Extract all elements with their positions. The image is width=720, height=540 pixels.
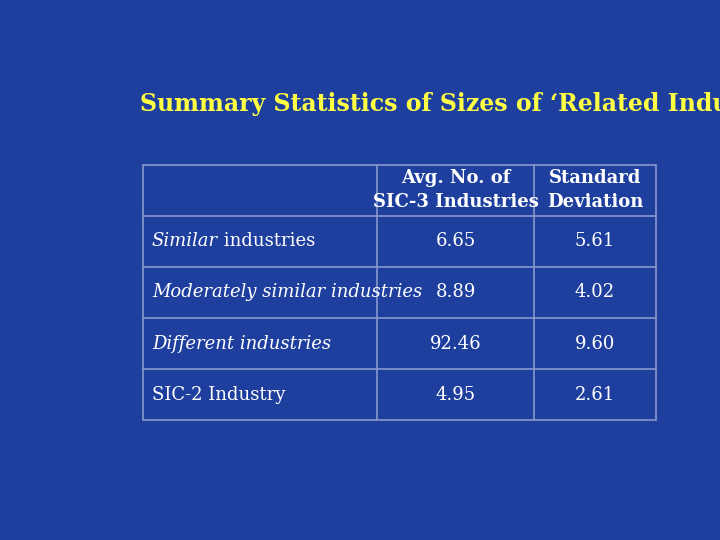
Text: Moderately similar industries: Moderately similar industries xyxy=(152,284,422,301)
Bar xyxy=(143,165,657,420)
Text: Avg. No. of
SIC-3 Industries: Avg. No. of SIC-3 Industries xyxy=(372,170,539,211)
Text: 8.89: 8.89 xyxy=(436,284,476,301)
Text: 9.60: 9.60 xyxy=(575,335,615,353)
Text: Similar: Similar xyxy=(152,232,218,251)
Text: 4.95: 4.95 xyxy=(436,386,475,404)
Text: industries: industries xyxy=(218,232,315,251)
Text: 2.61: 2.61 xyxy=(575,386,615,404)
Text: 92.46: 92.46 xyxy=(430,335,481,353)
Text: SIC-2 Industry: SIC-2 Industry xyxy=(152,386,285,404)
Text: 4.02: 4.02 xyxy=(575,284,615,301)
Text: Different industries: Different industries xyxy=(152,335,331,353)
Text: 5.61: 5.61 xyxy=(575,232,615,251)
Text: Standard
Deviation: Standard Deviation xyxy=(546,170,643,211)
Text: 6.65: 6.65 xyxy=(436,232,476,251)
Text: Summary Statistics of Sizes of ‘Related Industries’: Summary Statistics of Sizes of ‘Related … xyxy=(140,92,720,116)
